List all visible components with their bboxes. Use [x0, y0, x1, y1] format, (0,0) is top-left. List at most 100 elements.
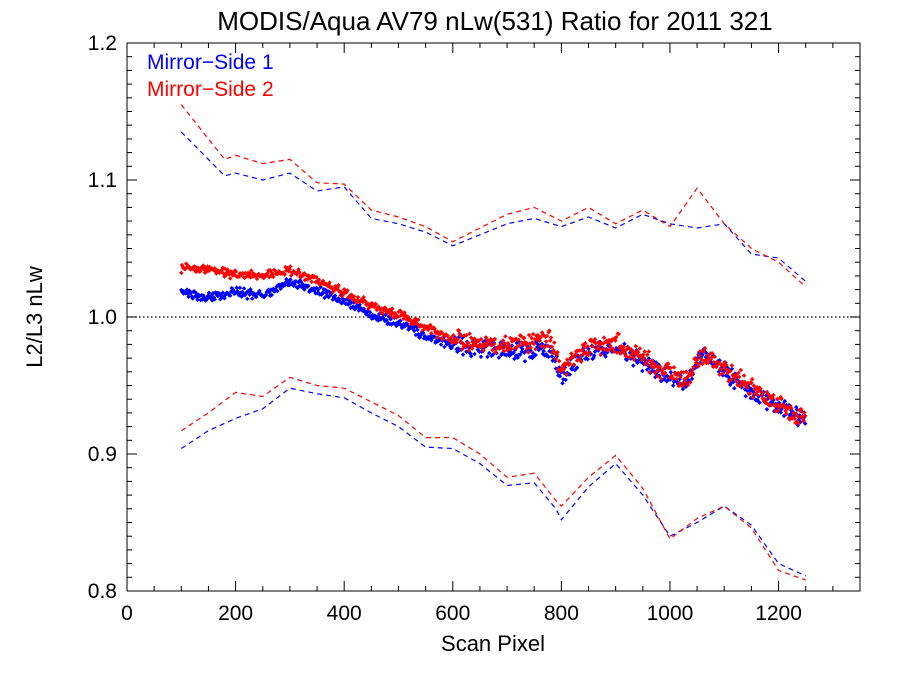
data-point	[516, 337, 521, 342]
data-point	[257, 288, 262, 294]
series-1-lower-bound	[180, 387, 806, 577]
data-point	[501, 348, 507, 354]
data-point	[792, 416, 797, 421]
data-point	[641, 355, 647, 361]
data-point	[445, 333, 450, 339]
data-point	[288, 277, 293, 282]
data-point	[322, 295, 327, 301]
data-point	[696, 364, 701, 369]
series-2-lower-bound	[180, 376, 806, 581]
data-point	[703, 357, 709, 363]
data-point	[745, 385, 750, 391]
data-point	[576, 357, 581, 362]
data-point	[591, 353, 597, 358]
data-point	[530, 331, 536, 337]
data-point	[429, 331, 434, 336]
data-point	[492, 336, 498, 342]
data-point	[743, 393, 748, 399]
data-point	[271, 274, 276, 280]
data-point	[640, 352, 646, 358]
data-point	[357, 302, 362, 308]
y-tick-label: 1.1	[88, 169, 117, 192]
data-point	[614, 350, 620, 355]
data-point	[411, 328, 417, 334]
y-tick-label: 1.0	[88, 306, 117, 329]
data-point	[438, 329, 444, 335]
data-point	[697, 353, 702, 358]
data-point	[666, 361, 671, 366]
data-point	[731, 379, 736, 385]
data-point	[709, 355, 714, 360]
x-tick-label: 800	[544, 602, 579, 625]
data-point	[525, 350, 531, 355]
data-point	[582, 344, 587, 350]
data-point	[469, 346, 475, 351]
data-point	[642, 349, 647, 354]
data-point	[416, 317, 421, 322]
data-point	[613, 334, 619, 340]
data-point	[327, 280, 332, 285]
data-point	[683, 380, 688, 385]
data-point	[727, 368, 733, 374]
data-point	[561, 366, 567, 372]
data-point	[380, 311, 385, 317]
data-point	[545, 343, 551, 348]
series-2-points	[179, 261, 808, 426]
data-point	[689, 376, 695, 382]
data-point	[468, 353, 474, 359]
series-2-upper-bound	[180, 104, 807, 288]
legend-entry-mirror-side-1: Mirror−Side 1	[147, 51, 274, 74]
data-point	[355, 294, 361, 300]
data-point	[759, 390, 765, 395]
data-point	[524, 340, 529, 346]
data-point	[782, 398, 788, 404]
data-point	[745, 388, 750, 393]
data-point	[662, 376, 667, 382]
data-point	[195, 297, 200, 303]
data-point	[710, 351, 715, 356]
data-point	[680, 382, 686, 388]
data-point	[509, 343, 515, 348]
data-point	[690, 370, 696, 376]
data-point	[464, 333, 469, 338]
data-point	[596, 346, 602, 351]
data-point	[502, 341, 507, 346]
data-point	[569, 351, 574, 356]
data-point	[456, 328, 462, 333]
data-point	[563, 377, 568, 383]
data-point	[245, 296, 250, 302]
data-point	[668, 365, 674, 371]
data-point	[611, 348, 617, 354]
data-point	[269, 292, 274, 298]
data-point	[533, 346, 538, 352]
data-point	[552, 340, 557, 345]
data-point	[500, 338, 506, 343]
data-point	[587, 350, 592, 355]
data-point	[655, 374, 660, 379]
data-point	[574, 365, 580, 370]
data-point	[578, 353, 583, 358]
data-point	[736, 374, 742, 380]
x-tick-label: 400	[327, 602, 362, 625]
data-point	[541, 348, 546, 354]
data-point	[718, 367, 723, 372]
data-point	[751, 383, 757, 389]
data-point	[345, 288, 350, 293]
data-point	[723, 362, 729, 368]
data-point	[789, 406, 794, 411]
data-point	[349, 300, 354, 305]
data-point	[567, 372, 573, 377]
data-point	[644, 352, 650, 358]
data-point	[702, 346, 708, 351]
data-point	[717, 372, 722, 377]
data-point	[763, 398, 769, 403]
data-point	[531, 341, 537, 347]
data-point	[481, 348, 486, 353]
data-point	[388, 316, 393, 322]
data-point	[309, 279, 314, 285]
data-point	[657, 364, 663, 369]
data-point	[553, 356, 559, 362]
data-point	[802, 410, 807, 415]
data-point	[701, 349, 706, 354]
data-point	[757, 400, 762, 405]
